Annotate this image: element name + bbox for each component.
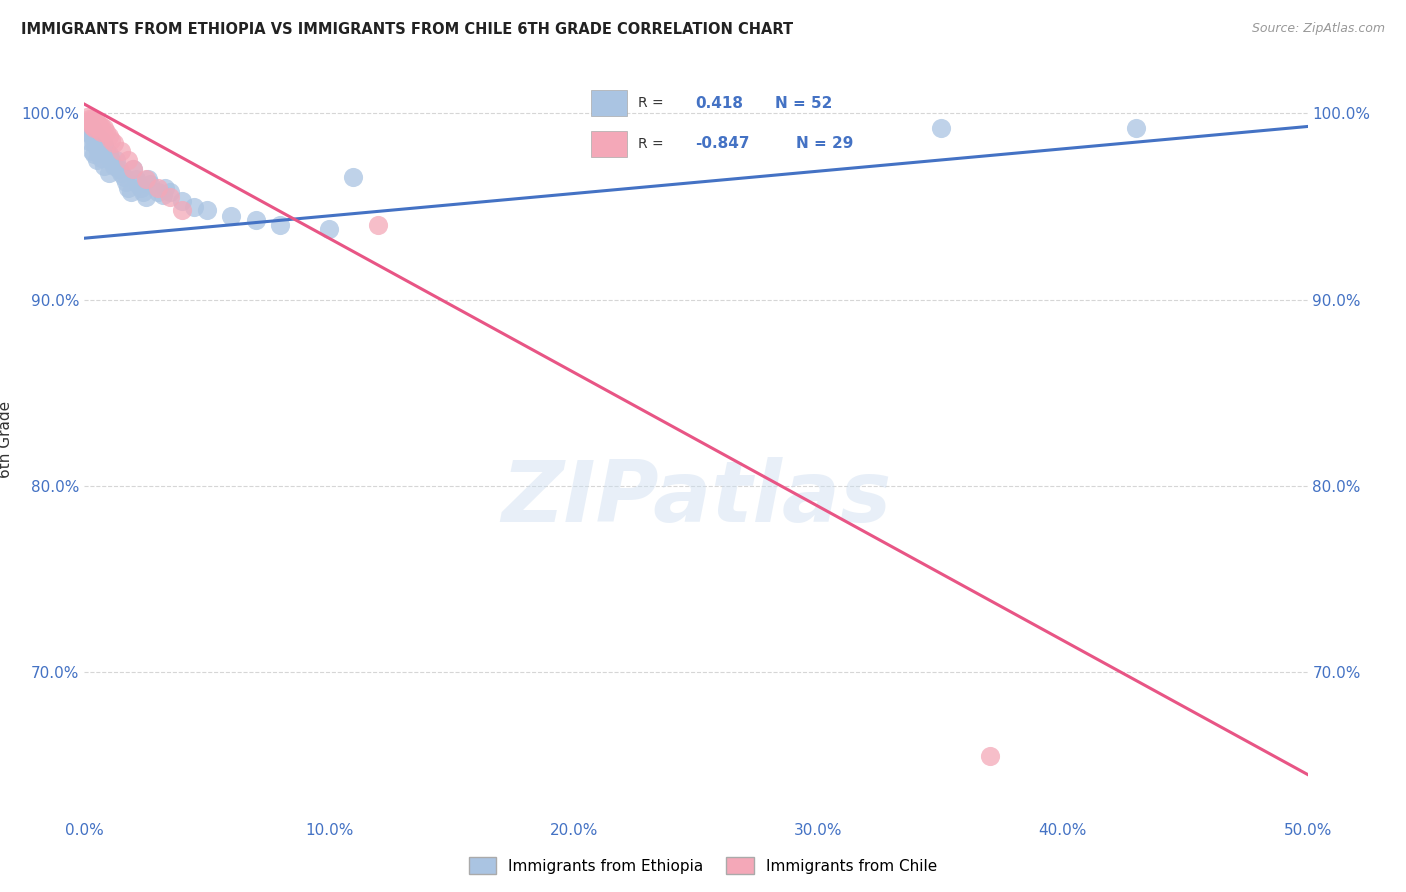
Point bbox=[86, 128, 108, 143]
Point bbox=[117, 153, 139, 167]
Point bbox=[103, 136, 125, 151]
Point bbox=[110, 144, 132, 158]
Text: Source: ZipAtlas.com: Source: ZipAtlas.com bbox=[1251, 22, 1385, 36]
Point bbox=[86, 120, 108, 134]
Point bbox=[80, 121, 103, 136]
Legend: Immigrants from Ethiopia, Immigrants from Chile: Immigrants from Ethiopia, Immigrants fro… bbox=[463, 851, 943, 880]
Point bbox=[87, 145, 110, 160]
Point bbox=[87, 123, 110, 137]
Point bbox=[90, 125, 112, 139]
Point bbox=[97, 166, 120, 180]
Y-axis label: 6th Grade: 6th Grade bbox=[0, 401, 13, 478]
Point bbox=[77, 114, 100, 128]
Point bbox=[159, 185, 181, 199]
Point bbox=[86, 140, 108, 154]
Point bbox=[90, 151, 112, 165]
Point bbox=[367, 218, 389, 232]
Point bbox=[87, 118, 110, 132]
Point bbox=[107, 162, 129, 177]
Point bbox=[100, 153, 122, 167]
Point bbox=[152, 188, 174, 202]
Point bbox=[83, 125, 105, 139]
Point bbox=[172, 203, 194, 218]
Point bbox=[96, 144, 118, 158]
Point bbox=[83, 121, 105, 136]
Point bbox=[97, 147, 120, 161]
Point bbox=[245, 212, 267, 227]
Point bbox=[135, 171, 157, 186]
Point bbox=[127, 178, 149, 192]
Point bbox=[269, 218, 291, 232]
Point bbox=[90, 120, 112, 134]
Point bbox=[136, 171, 159, 186]
Point bbox=[100, 132, 122, 146]
Point bbox=[112, 169, 135, 184]
Point bbox=[105, 153, 128, 167]
Point bbox=[93, 138, 115, 153]
Point bbox=[146, 185, 169, 199]
Point bbox=[90, 132, 112, 146]
Point bbox=[115, 175, 138, 189]
Point bbox=[93, 159, 115, 173]
Point bbox=[77, 134, 100, 148]
Point bbox=[132, 185, 155, 199]
Point bbox=[342, 169, 364, 184]
Point bbox=[86, 116, 108, 130]
Point bbox=[129, 181, 152, 195]
Point bbox=[1125, 121, 1147, 136]
Point bbox=[97, 128, 120, 143]
Point bbox=[183, 200, 205, 214]
Point bbox=[139, 178, 162, 192]
Point bbox=[135, 190, 157, 204]
Point bbox=[172, 194, 194, 208]
Point bbox=[318, 222, 340, 236]
Point bbox=[979, 748, 1001, 763]
Point bbox=[83, 136, 105, 151]
Point bbox=[86, 153, 108, 167]
Point bbox=[125, 171, 148, 186]
Point bbox=[76, 110, 98, 124]
Point bbox=[159, 190, 181, 204]
Point bbox=[76, 125, 98, 139]
Point bbox=[80, 128, 103, 143]
Point bbox=[93, 121, 115, 136]
Point bbox=[96, 125, 118, 139]
Point bbox=[83, 114, 105, 128]
Point bbox=[120, 185, 142, 199]
Point bbox=[77, 112, 100, 126]
Point bbox=[122, 162, 145, 177]
Point bbox=[929, 121, 952, 136]
Point bbox=[219, 209, 242, 223]
Point bbox=[80, 144, 103, 158]
Point bbox=[146, 181, 169, 195]
Point bbox=[122, 162, 145, 177]
Point bbox=[80, 116, 103, 130]
Point bbox=[83, 147, 105, 161]
Point bbox=[83, 118, 105, 132]
Point bbox=[153, 181, 176, 195]
Point bbox=[195, 203, 218, 218]
Point bbox=[117, 181, 139, 195]
Text: ZIPatlas: ZIPatlas bbox=[501, 458, 891, 541]
Point bbox=[77, 116, 100, 130]
Point bbox=[103, 159, 125, 173]
Point bbox=[87, 134, 110, 148]
Point bbox=[110, 166, 132, 180]
Point bbox=[80, 120, 103, 134]
Point bbox=[80, 112, 103, 126]
Text: IMMIGRANTS FROM ETHIOPIA VS IMMIGRANTS FROM CHILE 6TH GRADE CORRELATION CHART: IMMIGRANTS FROM ETHIOPIA VS IMMIGRANTS F… bbox=[21, 22, 793, 37]
